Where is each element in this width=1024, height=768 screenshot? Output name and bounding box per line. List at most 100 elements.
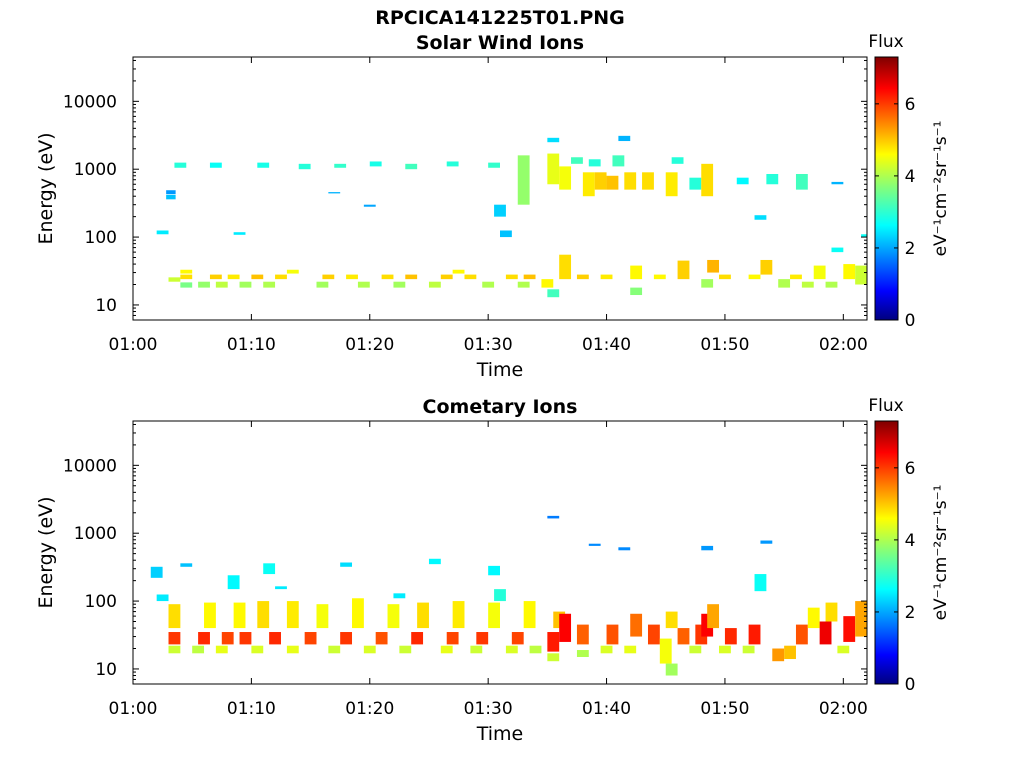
heatmap-cell	[209, 162, 222, 168]
x-axis-label: Time	[476, 723, 524, 745]
heatmap-cell	[328, 192, 341, 194]
heatmap-cell	[855, 601, 867, 637]
heatmap-cell	[701, 279, 714, 288]
heatmap-cell	[606, 175, 619, 190]
heatmap-cell	[754, 574, 767, 592]
colorbar-tick-label: 6	[905, 459, 916, 479]
heatmap-cell	[156, 230, 169, 235]
heatmap-cell	[523, 274, 536, 280]
heatmap-cell	[239, 281, 252, 288]
heatmap-cell	[559, 166, 572, 190]
heatmap-cell	[322, 274, 335, 280]
heatmap-cell	[825, 281, 838, 288]
heatmap-cell	[352, 598, 364, 629]
heatmap-cell	[180, 563, 193, 567]
heatmap-cell	[665, 663, 678, 676]
heatmap-cell	[547, 153, 560, 185]
heatmap-cell	[795, 624, 808, 645]
heatmap-cell	[440, 645, 453, 654]
heatmap-cell	[618, 135, 631, 142]
heatmap-cell	[790, 274, 802, 280]
heatmap-cell	[689, 177, 702, 190]
heatmap-cell	[440, 274, 453, 280]
heatmap-cell	[748, 274, 761, 280]
heatmap-cell	[464, 274, 477, 280]
colorbar: 0 2 4 6 Flux eV⁻¹cm⁻²sr⁻¹s⁻¹	[868, 32, 951, 331]
heatmap-cell	[346, 274, 358, 280]
heatmap-cell	[209, 274, 222, 280]
x-tick-label: 01:20	[345, 699, 394, 719]
heatmap-cell	[251, 274, 264, 280]
heatmap-cell	[494, 204, 506, 217]
x-tick-label: 02:00	[819, 699, 868, 719]
heatmap-cell	[251, 645, 264, 654]
heatmap-cell	[446, 161, 459, 167]
x-axis-label: Time	[476, 359, 524, 381]
heatmap-cell	[600, 274, 613, 280]
heatmap-cell	[701, 163, 714, 197]
heatmap-cell	[819, 621, 832, 645]
heatmap-cell	[825, 602, 838, 622]
heatmap-cell	[748, 624, 761, 645]
heatmap-cell	[665, 172, 678, 197]
heatmap-cell	[340, 562, 353, 567]
heatmap-cell	[624, 645, 637, 654]
x-tick-label: 01:50	[700, 699, 749, 719]
heatmap-cell	[393, 281, 406, 288]
heatmap-cell	[754, 215, 767, 220]
colorbar-scale	[874, 420, 899, 685]
heatmap-cell	[517, 281, 530, 288]
heatmap-cell	[642, 172, 654, 190]
colorbar-title: Flux	[868, 32, 903, 52]
heatmap-cell	[316, 604, 329, 629]
heatmap-cell	[494, 589, 506, 602]
y-tick-label: 1000	[74, 160, 117, 180]
heatmap-cell	[843, 616, 856, 642]
heatmap-cell	[707, 259, 720, 273]
heatmap-cell	[784, 645, 796, 660]
heatmap-cell	[588, 159, 601, 167]
heatmap-cell	[257, 601, 270, 629]
heatmap-cell	[198, 632, 210, 645]
heatmap-cell	[576, 274, 589, 280]
panel-2: 10 100 1000 10000 01:00 01:10 01:20 01:30 01:40 0…	[35, 396, 951, 745]
heatmap-cell	[405, 163, 418, 170]
heatmap-cell	[630, 265, 643, 280]
heatmap-cell	[831, 181, 844, 185]
heatmap-cell	[221, 632, 234, 645]
heatmap-cell	[328, 645, 341, 654]
heatmap-cell	[452, 601, 465, 629]
heatmap-cell	[505, 645, 518, 654]
colorbar-tick-label: 6	[905, 95, 916, 115]
x-tick-label: 01:30	[464, 699, 513, 719]
heatmap-cell	[470, 645, 483, 654]
heatmap-cell	[719, 274, 731, 280]
heatmap-cell	[215, 645, 228, 654]
heatmap-cell	[168, 645, 181, 654]
heatmap-cell	[659, 638, 672, 664]
heatmap-cell	[275, 274, 287, 280]
heatmap-cells	[156, 135, 867, 298]
heatmap-cell	[594, 172, 607, 190]
y-axis-label: Energy (eV)	[35, 132, 57, 244]
heatmap-cell	[559, 254, 572, 280]
colorbar-tick-label: 0	[905, 675, 916, 695]
colorbar-tick-label: 0	[905, 311, 916, 331]
heatmap-cells	[150, 515, 867, 676]
heatmap-cell	[612, 155, 625, 167]
heatmap-cell	[316, 281, 329, 288]
heatmap-cell	[168, 604, 181, 629]
heatmap-cell	[760, 259, 773, 275]
heatmap-cell	[166, 190, 176, 195]
colorbar-scale	[874, 56, 899, 321]
heatmap-cell	[855, 265, 867, 285]
heatmap-cell	[618, 547, 631, 551]
heatmap-cell	[795, 173, 808, 190]
heatmap-cell	[204, 602, 216, 629]
heatmap-cell	[156, 594, 169, 602]
figure-title: RPCICA141225T01.PNG	[375, 7, 625, 29]
heatmap-cell	[511, 632, 524, 645]
heatmap-cell	[671, 157, 684, 164]
heatmap-cell	[180, 269, 193, 274]
heatmap-cell	[559, 613, 572, 642]
